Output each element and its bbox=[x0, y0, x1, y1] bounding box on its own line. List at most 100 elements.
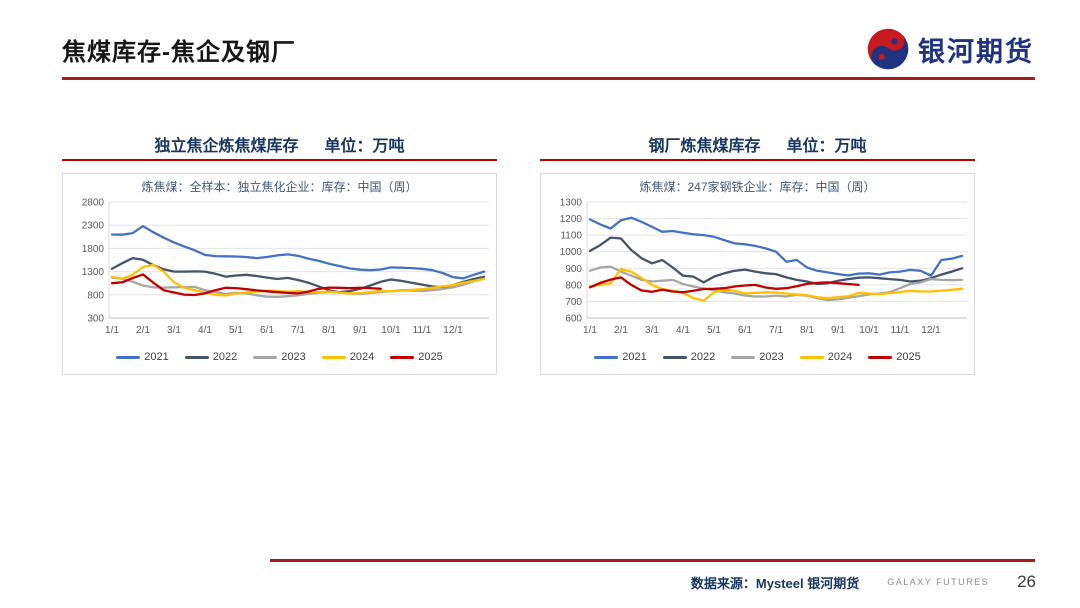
legend-swatch bbox=[799, 355, 824, 359]
legend-item-2022: 2022 bbox=[184, 351, 238, 363]
x-tick-label: 8/1 bbox=[322, 325, 336, 336]
series-line-2021 bbox=[110, 224, 486, 280]
y-tick-label: 1100 bbox=[560, 231, 582, 242]
chart-title: 钢厂炼焦煤库存 单位：万吨 bbox=[540, 132, 975, 156]
chart-frame: 炼焦煤：247家钢铁企业：库存：中国（周） 600 700 800 900 1000 11… bbox=[540, 173, 975, 375]
y-tick-label: 1300 bbox=[560, 198, 583, 209]
data-source-label: 数据来源：Mysteel 银河期货 bbox=[690, 575, 860, 591]
charts-row: 独立焦企炼焦煤库存 单位：万吨 炼焦煤：全样本：独立焦化企业：库存：中国（周） … bbox=[62, 132, 975, 375]
y-tick-label: 800 bbox=[565, 280, 582, 291]
y-tick-label: 1200 bbox=[560, 214, 583, 225]
legend-item-2023: 2023 bbox=[731, 351, 784, 363]
y-tick-label: 900 bbox=[565, 264, 582, 275]
x-tick-label: 11/1 bbox=[891, 325, 910, 336]
chart-legend: 2021 2022 2023 2024 2025 bbox=[63, 346, 496, 368]
legend-swatch bbox=[662, 355, 687, 359]
chart-title-text: 钢厂炼焦煤库存 bbox=[648, 138, 761, 155]
x-tick-label: 4/1 bbox=[198, 325, 212, 336]
legend-item-2021: 2021 bbox=[116, 351, 169, 363]
x-tick-label: 11/1 bbox=[413, 325, 432, 336]
series-line-2023 bbox=[110, 276, 486, 299]
chart-unit-label: 单位：万吨 bbox=[324, 138, 405, 155]
legend-label: 2021 bbox=[144, 351, 169, 363]
y-tick-label: 700 bbox=[565, 297, 582, 308]
x-tick-label: 5/1 bbox=[229, 325, 243, 336]
legend-swatch bbox=[390, 355, 415, 359]
x-tick-label: 1/1 bbox=[105, 325, 119, 336]
legend-label: 2022 bbox=[690, 351, 716, 363]
x-tick-label: 3/1 bbox=[167, 325, 181, 336]
galaxy-swirl-icon bbox=[867, 28, 909, 70]
series-line-2024 bbox=[588, 267, 964, 302]
legend-swatch bbox=[594, 355, 619, 359]
x-tick-label: 4/1 bbox=[676, 325, 690, 336]
chart-unit-label: 单位：万吨 bbox=[786, 138, 867, 155]
series-line-2022 bbox=[110, 256, 486, 294]
x-tick-label: 3/1 bbox=[645, 325, 659, 336]
x-tick-label: 10/1 bbox=[859, 325, 879, 336]
legend-item-2021: 2021 bbox=[594, 351, 647, 363]
page-number: 26 bbox=[1017, 572, 1036, 591]
chart-subtitle: 炼焦煤：全样本：独立焦化企业：库存：中国（周） bbox=[141, 180, 418, 194]
x-tick-label: 12/1 bbox=[921, 325, 941, 336]
x-tick-label: 1/1 bbox=[583, 325, 597, 336]
x-tick-label: 9/1 bbox=[353, 325, 367, 336]
x-tick-label: 10/1 bbox=[381, 325, 401, 336]
footer-divider bbox=[270, 559, 1035, 562]
x-tick-label: 12/1 bbox=[443, 325, 463, 336]
series-line-2024 bbox=[110, 263, 486, 297]
chart-block-coking-plants: 独立焦企炼焦煤库存 单位：万吨 炼焦煤：全样本：独立焦化企业：库存：中国（周） … bbox=[62, 132, 497, 375]
legend-label: 2025 bbox=[896, 351, 921, 363]
legend-swatch bbox=[868, 355, 893, 359]
line-chart-steel-mill-inventory: 600 700 800 900 1000 1100 1200 1300 1/1 2/1 3/1 4/1… bbox=[560, 198, 967, 336]
series-line-2021 bbox=[588, 216, 964, 277]
y-tick-label: 800 bbox=[87, 290, 104, 301]
x-tick-label: 7/1 bbox=[291, 325, 305, 336]
legend-swatch bbox=[321, 355, 346, 359]
legend-label: 2024 bbox=[827, 351, 853, 363]
page-title: 焦煤库存-焦企及钢厂 bbox=[62, 39, 296, 66]
brand-label: GALAXY FUTURES bbox=[887, 577, 990, 587]
legend-item-2024: 2024 bbox=[799, 351, 853, 363]
chart-title-underline bbox=[540, 159, 975, 161]
x-tick-label: 2/1 bbox=[136, 325, 150, 336]
legend-label: 2024 bbox=[349, 351, 375, 363]
legend-swatch bbox=[253, 355, 278, 359]
legend-label: 2022 bbox=[212, 351, 238, 363]
chart-legend: 2021 2022 2023 2024 2025 bbox=[541, 346, 974, 368]
legend-label: 2025 bbox=[418, 351, 443, 363]
x-tick-label: 9/1 bbox=[831, 325, 845, 336]
legend-swatch bbox=[731, 355, 756, 359]
chart-block-steel-mills: 钢厂炼焦煤库存 单位：万吨 炼焦煤：247家钢铁企业：库存：中国（周） 600 7… bbox=[540, 132, 975, 375]
x-tick-label: 2/1 bbox=[614, 325, 628, 336]
legend-item-2024: 2024 bbox=[321, 351, 375, 363]
legend-label: 2021 bbox=[622, 351, 647, 363]
y-tick-label: 1000 bbox=[560, 247, 583, 258]
x-tick-label: 8/1 bbox=[800, 325, 814, 336]
y-tick-label: 600 bbox=[565, 314, 582, 325]
logo-text: 银河期货 bbox=[918, 36, 1034, 67]
legend-swatch bbox=[184, 355, 209, 359]
y-tick-label: 1300 bbox=[82, 267, 105, 278]
legend-item-2025: 2025 bbox=[868, 351, 921, 363]
legend-item-2025: 2025 bbox=[390, 351, 443, 363]
footer: 数据来源：Mysteel 银河期货 GALAXY FUTURES 26 bbox=[691, 572, 1036, 592]
y-tick-label: 2800 bbox=[82, 198, 105, 209]
series-line-2022 bbox=[588, 236, 964, 286]
chart-title-text: 独立焦企炼焦煤库存 bbox=[154, 138, 299, 155]
x-tick-label: 5/1 bbox=[707, 325, 721, 336]
legend-label: 2023 bbox=[281, 351, 306, 363]
series-line-2025 bbox=[110, 273, 382, 297]
header-divider bbox=[62, 77, 1035, 80]
y-tick-label: 300 bbox=[87, 314, 104, 325]
legend-swatch bbox=[116, 355, 141, 359]
chart-title-underline bbox=[62, 159, 497, 161]
legend-label: 2023 bbox=[759, 351, 784, 363]
y-tick-label: 1800 bbox=[82, 244, 105, 255]
x-tick-label: 6/1 bbox=[738, 325, 752, 336]
chart-subtitle: 炼焦煤：247家钢铁企业：库存：中国（周） bbox=[639, 180, 876, 194]
chart-frame: 炼焦煤：全样本：独立焦化企业：库存：中国（周） 300 800 1300 1800 23… bbox=[62, 173, 497, 375]
line-chart-independent-coking-inventory: 300 800 1300 1800 2300 2800 1/1 2/1 3/1 4/1 5/1 6/1… bbox=[82, 198, 489, 336]
legend-item-2023: 2023 bbox=[253, 351, 306, 363]
